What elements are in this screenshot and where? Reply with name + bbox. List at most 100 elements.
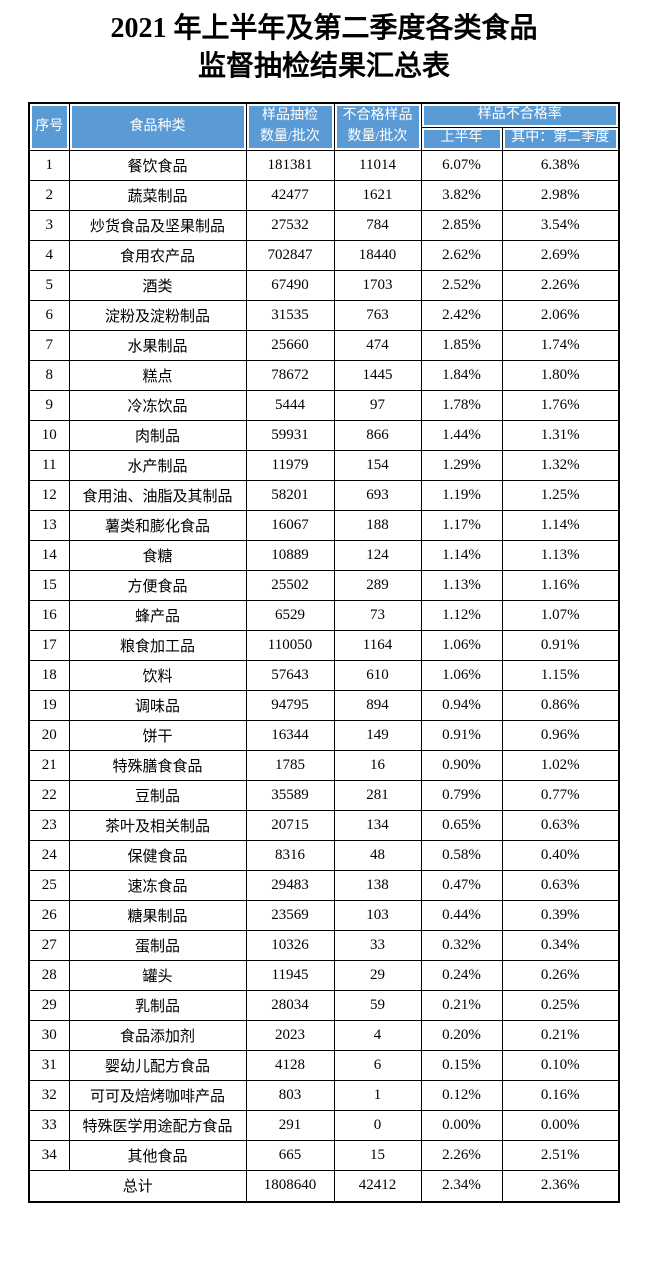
cell-category: 水产制品	[68, 449, 247, 481]
table-row: 15 方便食品 25502 289 1.13% 1.16%	[28, 569, 620, 601]
cell-no: 24	[28, 839, 70, 871]
table-row: 31 婴幼儿配方食品 4128 6 0.15% 0.10%	[28, 1049, 620, 1081]
cell-samples: 11979	[245, 449, 335, 481]
table-row: 23 茶叶及相关制品 20715 134 0.65% 0.63%	[28, 809, 620, 841]
cell-no: 9	[28, 389, 70, 421]
cell-no: 23	[28, 809, 70, 841]
cell-no: 6	[28, 299, 70, 331]
cell-category: 食糖	[68, 539, 247, 571]
cell-failed: 763	[333, 299, 422, 331]
cell-rate-q2: 0.63%	[501, 809, 620, 841]
cell-category: 薯类和膨化食品	[68, 509, 247, 541]
cell-no: 15	[28, 569, 70, 601]
cell-rate-h1: 1.17%	[420, 509, 503, 541]
header-failed-count-line2: 数量/批次	[347, 128, 408, 144]
cell-failed: 784	[333, 209, 422, 241]
cell-rate-q2: 1.16%	[501, 569, 620, 601]
cell-samples: 4128	[245, 1049, 335, 1081]
cell-category: 炒货食品及坚果制品	[68, 209, 247, 241]
cell-category: 粮食加工品	[68, 629, 247, 661]
table-body: 1 餐饮食品 181381 11014 6.07% 6.38% 2 蔬菜制品 42477 1621…	[28, 149, 620, 1171]
cell-rate-q2: 6.38%	[501, 149, 620, 181]
cell-rate-h1: 1.84%	[420, 359, 503, 391]
cell-samples: 25502	[245, 569, 335, 601]
cell-rate-h1: 0.32%	[420, 929, 503, 961]
table-row: 27 蛋制品 10326 33 0.32% 0.34%	[28, 929, 620, 961]
cell-category: 蔬菜制品	[68, 179, 247, 211]
cell-rate-h1: 0.90%	[420, 749, 503, 781]
cell-rate-h1: 2.26%	[420, 1139, 503, 1171]
cell-category: 饮料	[68, 659, 247, 691]
header-failed-count: 不合格样品数量/批次	[333, 102, 422, 151]
cell-rate-q2: 1.14%	[501, 509, 620, 541]
cell-samples: 59931	[245, 419, 335, 451]
page-title: 2021 年上半年及第二季度各类食品 监督抽检结果汇总表	[0, 10, 648, 86]
cell-category: 食用农产品	[68, 239, 247, 271]
cell-category: 其他食品	[68, 1139, 247, 1171]
cell-samples: 181381	[245, 149, 335, 181]
cell-rate-h1: 1.14%	[420, 539, 503, 571]
table-row: 24 保健食品 8316 48 0.58% 0.40%	[28, 839, 620, 871]
cell-rate-q2: 1.32%	[501, 449, 620, 481]
cell-rate-q2: 0.16%	[501, 1079, 620, 1111]
cell-no: 29	[28, 989, 70, 1021]
cell-no: 18	[28, 659, 70, 691]
cell-rate-q2: 0.10%	[501, 1049, 620, 1081]
cell-samples: 28034	[245, 989, 335, 1021]
cell-rate-h1: 0.00%	[420, 1109, 503, 1141]
cell-failed: 474	[333, 329, 422, 361]
header-fail-rate-second-quarter: 其中：第二季度	[501, 126, 620, 151]
cell-rate-h1: 1.12%	[420, 599, 503, 631]
cell-category: 豆制品	[68, 779, 247, 811]
cell-rate-h1: 1.19%	[420, 479, 503, 511]
cell-category: 保健食品	[68, 839, 247, 871]
cell-category: 餐饮食品	[68, 149, 247, 181]
cell-no: 31	[28, 1049, 70, 1081]
cell-failed: 124	[333, 539, 422, 571]
cell-failed: 16	[333, 749, 422, 781]
cell-rate-h1: 0.65%	[420, 809, 503, 841]
cell-no: 22	[28, 779, 70, 811]
cell-no: 32	[28, 1079, 70, 1111]
cell-failed: 188	[333, 509, 422, 541]
inspection-summary-table: 序号 食品种类 样品抽检 数量/批次 不合格样品 数量/批次 样品不合格率 上半年 …	[28, 102, 620, 1203]
cell-failed: 48	[333, 839, 422, 871]
cell-rate-h1: 1.06%	[420, 629, 503, 661]
cell-rate-q2: 0.40%	[501, 839, 620, 871]
cell-failed: 866	[333, 419, 422, 451]
cell-rate-h1: 0.24%	[420, 959, 503, 991]
cell-rate-q2: 1.31%	[501, 419, 620, 451]
cell-no: 34	[28, 1139, 70, 1171]
cell-rate-q2: 1.25%	[501, 479, 620, 511]
cell-rate-h1: 0.94%	[420, 689, 503, 721]
cell-failed: 289	[333, 569, 422, 601]
table-row: 4 食用农产品 702847 18440 2.62% 2.69%	[28, 239, 620, 271]
cell-category: 糖果制品	[68, 899, 247, 931]
cell-no: 30	[28, 1019, 70, 1051]
table-row: 20 饼干 16344 149 0.91% 0.96%	[28, 719, 620, 751]
cell-category: 茶叶及相关制品	[68, 809, 247, 841]
header-serial-number: 序号	[28, 102, 70, 151]
cell-category: 蜂产品	[68, 599, 247, 631]
cell-failed: 154	[333, 449, 422, 481]
cell-samples: 31535	[245, 299, 335, 331]
cell-category: 特殊膳食食品	[68, 749, 247, 781]
header-failed-count-line1: 不合格样品	[342, 108, 413, 124]
cell-samples: 702847	[245, 239, 335, 271]
cell-category: 调味品	[68, 689, 247, 721]
header-sample-count-line2: 数量/批次	[260, 128, 320, 144]
cell-failed: 97	[333, 389, 422, 421]
cell-failed: 1164	[333, 629, 422, 661]
cell-category: 蛋制品	[68, 929, 247, 961]
cell-samples: 23569	[245, 899, 335, 931]
cell-rate-q2: 1.15%	[501, 659, 620, 691]
cell-rate-q2: 0.77%	[501, 779, 620, 811]
cell-no: 12	[28, 479, 70, 511]
cell-failed: 15	[333, 1139, 422, 1171]
cell-failed: 11014	[333, 149, 422, 181]
cell-rate-h1: 0.21%	[420, 989, 503, 1021]
cell-samples: 8316	[245, 839, 335, 871]
header-fail-rate-first-half: 上半年	[420, 126, 503, 151]
table-row: 29 乳制品 28034 59 0.21% 0.25%	[28, 989, 620, 1021]
cell-samples: 27532	[245, 209, 335, 241]
